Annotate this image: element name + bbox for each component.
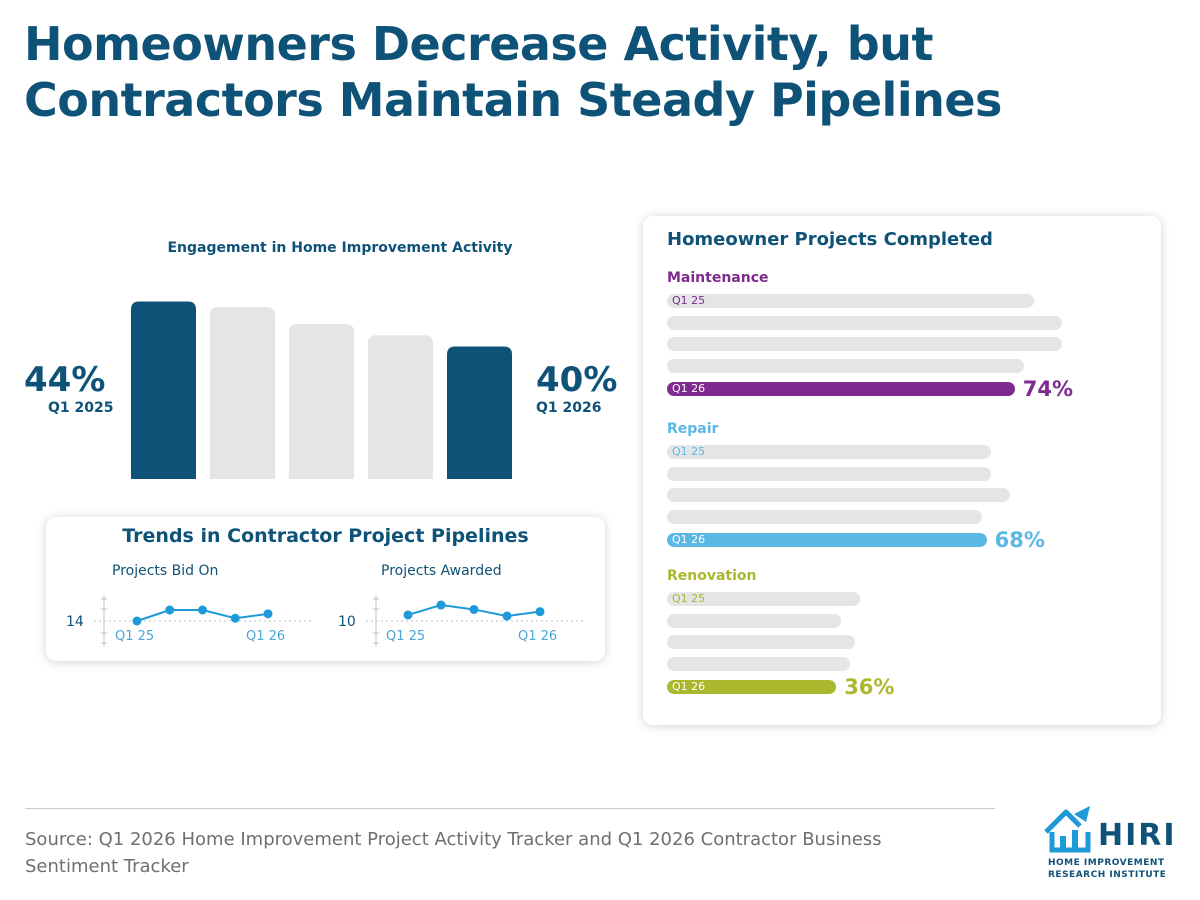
- category-label-maintenance: Maintenance: [667, 270, 769, 286]
- final-percent-maintenance: 74%: [1022, 377, 1074, 401]
- trends-svg: 14 Q1 25 Q1 26 10 Q1 25 Q1 26: [66, 595, 585, 647]
- engagement-chart: Engagement in Home Improvement Activity …: [20, 230, 630, 490]
- trend-point: [535, 607, 545, 617]
- trend-point: [132, 616, 142, 626]
- trend-point: [436, 600, 446, 610]
- source-note: Source: Q1 2026 Home Improvement Project…: [25, 829, 882, 877]
- trends-title: Trends in Contractor Project Pipelines: [122, 525, 529, 547]
- trend-point: [469, 604, 479, 614]
- house-chart-icon: [1044, 806, 1091, 853]
- projects-awarded-title: Projects Awarded: [381, 563, 502, 579]
- final-percent-renovation: 36%: [844, 675, 895, 699]
- engagement-start-label: Q1 2025: [48, 400, 114, 416]
- engagement-end-label: Q1 2026: [536, 400, 602, 416]
- engagement-bar: [368, 335, 433, 479]
- bar-label-q1-25: Q1 25: [672, 445, 706, 458]
- projects-bar: [667, 337, 1062, 351]
- projects-bar: Q1 25: [667, 592, 860, 606]
- trend-point: [502, 611, 512, 621]
- engagement-bar: [210, 307, 275, 479]
- projects-title: Homeowner Projects Completed: [667, 229, 993, 250]
- projects-bar: Q1 25: [667, 294, 1034, 308]
- trend-point: [263, 609, 273, 619]
- projects-bar: Q1 26: [667, 533, 987, 547]
- engagement-bar: [447, 346, 512, 479]
- category-label-repair: Repair: [667, 421, 719, 437]
- engagement-chart-title: Engagement in Home Improvement Activity: [167, 240, 513, 256]
- bar-label-q1-25: Q1 25: [672, 592, 706, 605]
- projects-bar: [667, 466, 992, 481]
- projects-bar: [667, 488, 1011, 502]
- trend-point: [198, 605, 207, 615]
- trend-y-label: 14: [66, 614, 84, 630]
- logo-subtitle-1: HOME IMPROVEMENT: [1048, 858, 1165, 868]
- contractor-trends-card: 14 Q1 25 Q1 26 10 Q1 25 Q1 26 Trends in Contr…: [46, 517, 605, 661]
- engagement-bar: [289, 324, 354, 479]
- homeowner-projects-card: Homeowner Projects Completed Maintenance…: [643, 216, 1161, 725]
- engagement-bar: [131, 301, 196, 479]
- logo-subtitle-2: RESEARCH INSTITUTE: [1048, 870, 1167, 880]
- projects-bar: [667, 613, 841, 628]
- footer-divider: [25, 808, 995, 809]
- engagement-svg: [131, 301, 512, 479]
- trend-x-end-label: Q1 26: [246, 629, 285, 644]
- projects-bar: [667, 635, 855, 649]
- engagement-end-value: 40%: [536, 360, 618, 400]
- bar-label-q1-26: Q1 26: [672, 382, 706, 395]
- bar-label-q1-25: Q1 25: [672, 294, 706, 307]
- projects-bar: [667, 315, 1062, 330]
- projects-bar: [667, 656, 851, 671]
- engagement-start-value: 44%: [24, 360, 106, 400]
- trend-x-start-label: Q1 25: [115, 629, 154, 644]
- final-percent-repair: 68%: [994, 528, 1045, 552]
- trend-x-end-label: Q1 26: [518, 629, 557, 644]
- trend-y-label: 10: [338, 614, 356, 630]
- trend-point: [165, 605, 175, 615]
- projects-bar: Q1 26: [667, 680, 837, 694]
- projects-bar: Q1 25: [667, 445, 992, 459]
- projects-bar: [667, 358, 1025, 373]
- projects-bar: [667, 509, 982, 524]
- title-line-1: Homeowners Decrease Activity, but: [24, 17, 933, 71]
- logo-wordmark: HIRI: [1098, 818, 1177, 853]
- trend-point: [403, 610, 413, 620]
- bar-label-q1-26: Q1 26: [672, 533, 706, 546]
- category-label-renovation: Renovation: [667, 568, 757, 584]
- trend-point: [230, 613, 240, 623]
- bar-label-q1-26: Q1 26: [672, 680, 706, 693]
- page-title: Homeowners Decrease Activity, but Contra…: [24, 16, 1124, 128]
- projects-bid-on-title: Projects Bid On: [112, 563, 219, 579]
- trend-x-start-label: Q1 25: [386, 629, 425, 644]
- title-line-2: Contractors Maintain Steady Pipelines: [24, 73, 1002, 127]
- hiri-logo: HIRI HOME IMPROVEMENT RESEARCH INSTITUTE: [1040, 796, 1180, 886]
- projects-bar: Q1 26: [667, 382, 1015, 396]
